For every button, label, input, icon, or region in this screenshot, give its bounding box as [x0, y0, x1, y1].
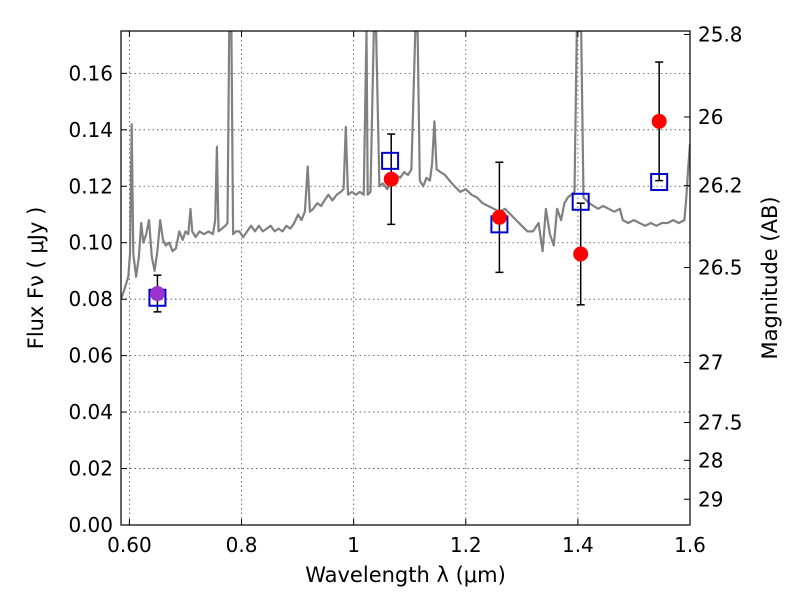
observed-point-marker: [383, 171, 399, 187]
x-tick-label: 0.8: [226, 533, 258, 557]
errorbar-series: [153, 61, 664, 313]
right-tick-label: 27: [698, 351, 723, 375]
x-tick-label: 1.4: [562, 533, 594, 557]
right-tick-label: 25.8: [698, 22, 743, 46]
x-tick-label: 1.6: [674, 533, 706, 557]
observed-circle-series: [149, 113, 667, 302]
plot-frame: [120, 30, 691, 526]
right-tick-label: 26.2: [698, 174, 743, 198]
grid-lines: [121, 31, 691, 526]
observed-point-marker: [651, 113, 667, 129]
y-tick-label: 0.10: [68, 231, 113, 255]
right-tick-label: 28: [698, 448, 723, 472]
x-tick-label: 0.60: [107, 533, 152, 557]
x-axis-title: Wavelength λ (μm): [305, 563, 506, 587]
observed-point-marker: [573, 246, 589, 262]
y-axis-title: Flux Fν ( μJy ): [24, 207, 48, 350]
observed-point-marker: [491, 209, 507, 225]
y-tick-label: 0.04: [68, 400, 113, 424]
y-tick-label: 0.02: [68, 457, 113, 481]
model-square-marker: [650, 173, 669, 192]
x-tick-label: 1.2: [450, 533, 482, 557]
y-tick-label: 0.06: [68, 344, 113, 368]
model-square-marker: [381, 151, 400, 170]
x-tick-label: 1: [347, 533, 360, 557]
spectrum-series: [121, 31, 690, 300]
right-tick-label: 29: [698, 487, 723, 511]
y-tick-label: 0.00: [68, 513, 113, 537]
y-tick-label: 0.16: [68, 61, 113, 85]
y-tick-label: 0.14: [68, 118, 113, 142]
observed-point-marker: [149, 286, 165, 302]
y-tick-label: 0.08: [68, 287, 113, 311]
right-tick-label: 27.5: [698, 411, 743, 435]
spectrum-line: [121, 31, 690, 300]
right-axis-title: Magnitude (AB): [758, 196, 782, 359]
right-tick-label: 26.5: [698, 256, 743, 280]
axes: 0.60 0.8 1 1.2 1.4 1.6 0.00 0.02 0.04 0.06 0.08 0.1…: [68, 22, 742, 557]
y-tick-label: 0.12: [68, 174, 113, 198]
model-square-marker: [571, 192, 590, 211]
right-tick-label: 26: [698, 105, 723, 129]
